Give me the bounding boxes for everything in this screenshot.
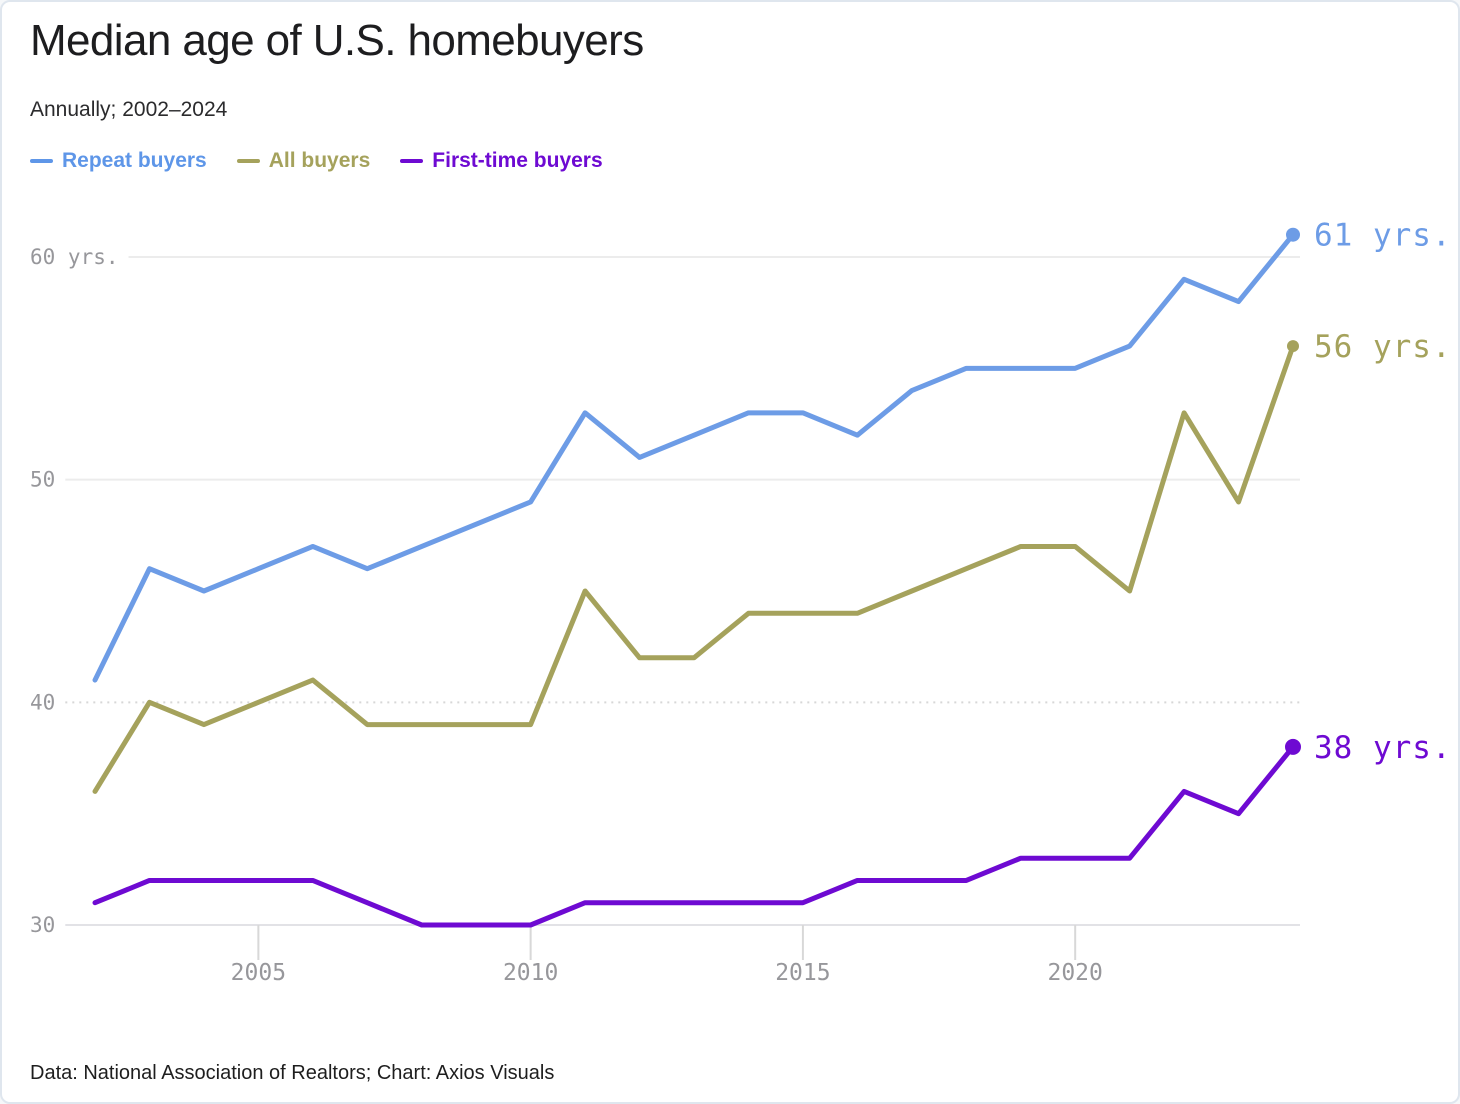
series-end-dot-all-buyers (1286, 340, 1299, 353)
chart-subtitle: Annually; 2002–2024 (30, 98, 228, 121)
x-tick-label-2020: 2020 (1047, 960, 1102, 986)
legend-dash-icon (400, 159, 424, 163)
series-line-first-time-buyers (92, 744, 1296, 928)
x-tick-label-2015: 2015 (775, 960, 830, 986)
y-tick-label-50: 50 (30, 468, 55, 492)
legend-item-first-time-buyers: First-time buyers (400, 149, 603, 173)
legend-item-repeat-buyers: Repeat buyers (30, 149, 207, 173)
series-end-label-first-time-buyers: 38 yrs. (1314, 730, 1452, 766)
series-line-all-buyers (92, 343, 1296, 794)
y-tick-label-30: 30 (30, 913, 55, 937)
series-end-label-all-buyers: 56 yrs. (1314, 329, 1452, 365)
series-line-repeat-buyers (92, 232, 1296, 683)
legend-label: First-time buyers (432, 149, 603, 172)
source-note: Data: National Association of Realtors; … (30, 1062, 555, 1084)
series-end-dot-repeat-buyers (1285, 227, 1300, 242)
chart-title: Median age of U.S. homebuyers (30, 16, 644, 65)
legend-dash-icon (236, 159, 260, 163)
legend-dash-icon (30, 159, 53, 163)
legend: Repeat buyers All buyers First-time buye… (30, 149, 603, 173)
x-tick-label-2010: 2010 (503, 960, 558, 986)
y-tick-label-60: 60 yrs. (30, 245, 119, 269)
x-tick-label-2005: 2005 (231, 960, 286, 986)
legend-label: All buyers (268, 149, 371, 172)
series-end-label-repeat-buyers: 61 yrs. (1314, 218, 1452, 254)
y-tick-label-40: 40 (30, 690, 55, 714)
series-end-dot-first-time-buyers (1284, 738, 1301, 755)
legend-label: Repeat buyers (62, 149, 207, 172)
legend-item-all-buyers: All buyers (236, 149, 371, 173)
